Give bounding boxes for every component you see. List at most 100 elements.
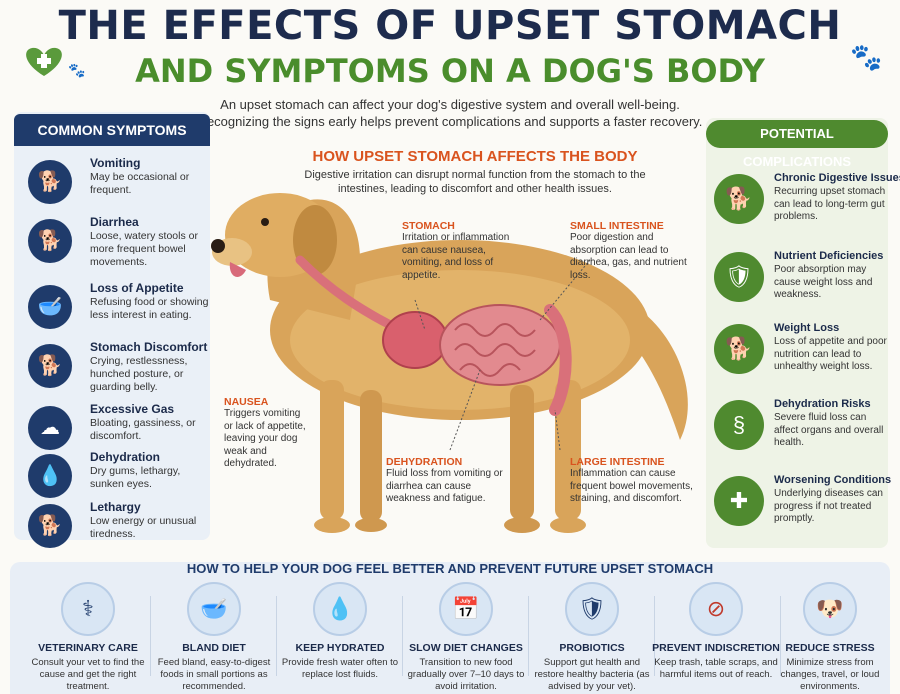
tip-title: VETERINARY CARE xyxy=(38,642,138,654)
tip-desc: Provide fresh water often to replace los… xyxy=(281,657,399,680)
symptoms-heading: COMMON SYMPTOMS xyxy=(14,114,210,146)
tip-probiotics: 🛡 PROBIOTICS Support gut health and rest… xyxy=(530,582,654,692)
tip-bland-diet: 🥣 BLAND DIET Feed bland, easy-to-digest … xyxy=(152,582,276,692)
tip-prevent-indiscretion: ⊘ PREVENT INDISCRETION Keep trash, table… xyxy=(642,582,790,692)
organ-small-intestine: SMALL INTESTINE Poor digestion and absor… xyxy=(570,220,700,282)
vomiting-dog-icon: 🐕 xyxy=(28,160,72,204)
tip-title: SLOW DIET CHANGES xyxy=(409,642,523,654)
divider xyxy=(150,596,151,676)
symptom-lethargy: 🐕 Lethargy Low energy or unusual tiredne… xyxy=(22,500,208,558)
shield-leaf-icon: 🛡 xyxy=(714,252,764,302)
water-drop-icon: 💧 xyxy=(28,454,72,498)
organ-desc: Inflammation can cause frequent bowel mo… xyxy=(570,468,693,504)
title-line-1: THE EFFECTS OF UPSET STOMACH xyxy=(58,3,842,49)
organ-title: DEHYDRATION xyxy=(386,456,463,468)
heart-plus-icon xyxy=(26,47,62,76)
tip-reduce-stress: 🐶 REDUCE STRESS Minimize stress from cha… xyxy=(772,582,888,692)
symptom-desc: May be occasional or frequent. xyxy=(90,171,190,196)
intestine-icon: § xyxy=(714,400,764,450)
thin-dog-icon: 🐕 xyxy=(714,324,764,374)
complication-desc: Underlying diseases can progress if not … xyxy=(774,488,883,524)
tip-keep-hydrated: 💧 KEEP HYDRATED Provide fresh water ofte… xyxy=(278,582,402,692)
intro-line-2: Recognizing the signs early helps preven… xyxy=(197,114,703,129)
complication-desc: Severe fluid loss can affect organs and … xyxy=(774,412,884,448)
organ-desc: Irritation or inflammation can cause nau… xyxy=(402,232,510,281)
complication-title: Chronic Digestive Issues xyxy=(774,172,900,184)
tip-desc: Minimize stress from changes, travel, or… xyxy=(780,657,880,692)
divider xyxy=(654,596,655,676)
symptom-title: Vomiting xyxy=(90,156,141,170)
symptom-dehydration: 💧 Dehydration Dry gums, lethargy, sunken… xyxy=(22,450,208,508)
divider xyxy=(276,596,277,676)
center-desc: Digestive irritation can disrupt normal … xyxy=(304,169,646,195)
tip-desc: Transition to new food gradually over 7–… xyxy=(407,657,525,692)
symptom-stomach-discomfort: 🐕 Stomach Discomfort Crying, restlessnes… xyxy=(22,340,208,398)
food-bowl-icon: 🥣 xyxy=(187,582,241,636)
symptom-excessive-gas: ☁ Excessive Gas Bloating, gassiness, or … xyxy=(22,402,208,460)
complication-desc: Recurring upset stomach can lead to long… xyxy=(774,186,886,222)
symptom-desc: Bloating, gassiness, or discomfort. xyxy=(90,417,196,442)
probiotic-shield-icon: 🛡 xyxy=(565,582,619,636)
dog-illustration xyxy=(211,193,688,533)
complication-nutrient: 🛡 Nutrient Deficiencies Poor absorption … xyxy=(714,250,886,320)
food-bowl-icon: 🥣 xyxy=(28,285,72,329)
organ-nausea: NAUSEA Triggers vomiting or lack of appe… xyxy=(224,396,310,471)
tired-dog-icon: 🐕 xyxy=(28,504,72,548)
symptom-title: Dehydration xyxy=(90,450,161,464)
divider xyxy=(528,596,529,676)
symptom-desc: Low energy or unusual tiredness. xyxy=(90,515,197,540)
complication-desc: Loss of appetite and poor nutrition can … xyxy=(774,336,887,372)
resting-dog-icon: 🐕 xyxy=(714,174,764,224)
tip-desc: Support gut health and restore healthy b… xyxy=(534,657,650,692)
tip-title: PROBIOTICS xyxy=(559,642,625,654)
divider xyxy=(402,596,403,676)
tip-desc: Consult your vet to find the cause and g… xyxy=(31,657,145,692)
symptom-title: Diarrhea xyxy=(90,215,139,229)
organ-title: STOMACH xyxy=(402,220,455,232)
complication-chronic: 🐕 Chronic Digestive Issues Recurring ups… xyxy=(714,172,900,242)
symptom-title: Excessive Gas xyxy=(90,402,175,416)
divider xyxy=(780,596,781,676)
diarrhea-dog-icon: 🐕 xyxy=(28,219,72,263)
paw-print-icon: 🐾 xyxy=(850,42,883,72)
happy-dog-icon: 🐶 xyxy=(803,582,857,636)
symptom-desc: Loose, watery stools or more frequent bo… xyxy=(90,230,198,268)
complication-dehydration: § Dehydration Risks Severe fluid loss ca… xyxy=(714,398,886,468)
complication-weight-loss: 🐕 Weight Loss Loss of appetite and poor … xyxy=(714,322,887,392)
organ-desc: Triggers vomiting or lack of appetite, l… xyxy=(224,408,306,469)
organ-title: LARGE INTESTINE xyxy=(570,456,665,468)
tips-heading: HOW TO HELP YOUR DOG FEEL BETTER AND PRE… xyxy=(186,561,714,576)
organ-title: NAUSEA xyxy=(224,396,269,408)
organ-large-intestine: LARGE INTESTINE Inflammation can cause f… xyxy=(570,456,700,506)
organ-desc: Poor digestion and absorption can lead t… xyxy=(570,232,687,281)
organ-stomach: STOMACH Irritation or inflammation can c… xyxy=(402,220,512,282)
complication-title: Worsening Conditions xyxy=(774,474,892,486)
tip-desc: Keep trash, table scraps, and harmful it… xyxy=(654,657,778,680)
symptom-loss-of-appetite: 🥣 Loss of Appetite Refusing food or show… xyxy=(22,281,209,339)
medical-cross-shield-icon: ✚ xyxy=(714,476,764,526)
symptom-desc: Crying, restlessness, hunched posture, o… xyxy=(90,355,188,393)
no-trash-icon: ⊘ xyxy=(689,582,743,636)
tip-title: PREVENT INDISCRETION xyxy=(652,642,780,654)
center-heading: HOW UPSET STOMACH AFFECTS THE BODY xyxy=(312,148,638,165)
symptom-desc: Dry gums, lethargy, sunken eyes. xyxy=(90,465,181,490)
tip-slow-diet-changes: 📅 SLOW DIET CHANGES Transition to new fo… xyxy=(404,582,528,692)
paw-icon: 🐾 xyxy=(68,62,86,78)
tip-title: KEEP HYDRATED xyxy=(295,642,385,654)
complication-worsening: ✚ Worsening Conditions Underlying diseas… xyxy=(714,474,891,544)
tip-desc: Feed bland, easy-to-digest foods in smal… xyxy=(157,657,271,692)
complication-title: Dehydration Risks xyxy=(774,398,871,410)
calendar-icon: 📅 xyxy=(439,582,493,636)
tip-title: BLAND DIET xyxy=(182,642,246,654)
complication-desc: Poor absorption may cause weight loss an… xyxy=(774,264,873,300)
veterinarian-icon: ⚕ xyxy=(61,582,115,636)
complications-heading: POTENTIAL COMPLICATIONS xyxy=(706,120,888,169)
title-line-2: AND SYMPTOMS ON A DOG'S BODY xyxy=(135,52,765,90)
tip-veterinary-care: ⚕ VETERINARY CARE Consult your vet to fi… xyxy=(26,582,150,692)
symptom-title: Lethargy xyxy=(90,500,141,514)
symptom-title: Stomach Discomfort xyxy=(90,340,208,354)
organ-desc: Fluid loss from vomiting or diarrhea can… xyxy=(386,468,503,504)
complication-title: Weight Loss xyxy=(774,322,840,334)
water-drop-icon: 💧 xyxy=(313,582,367,636)
symptom-diarrhea: 🐕 Diarrhea Loose, watery stools or more … xyxy=(22,215,208,273)
